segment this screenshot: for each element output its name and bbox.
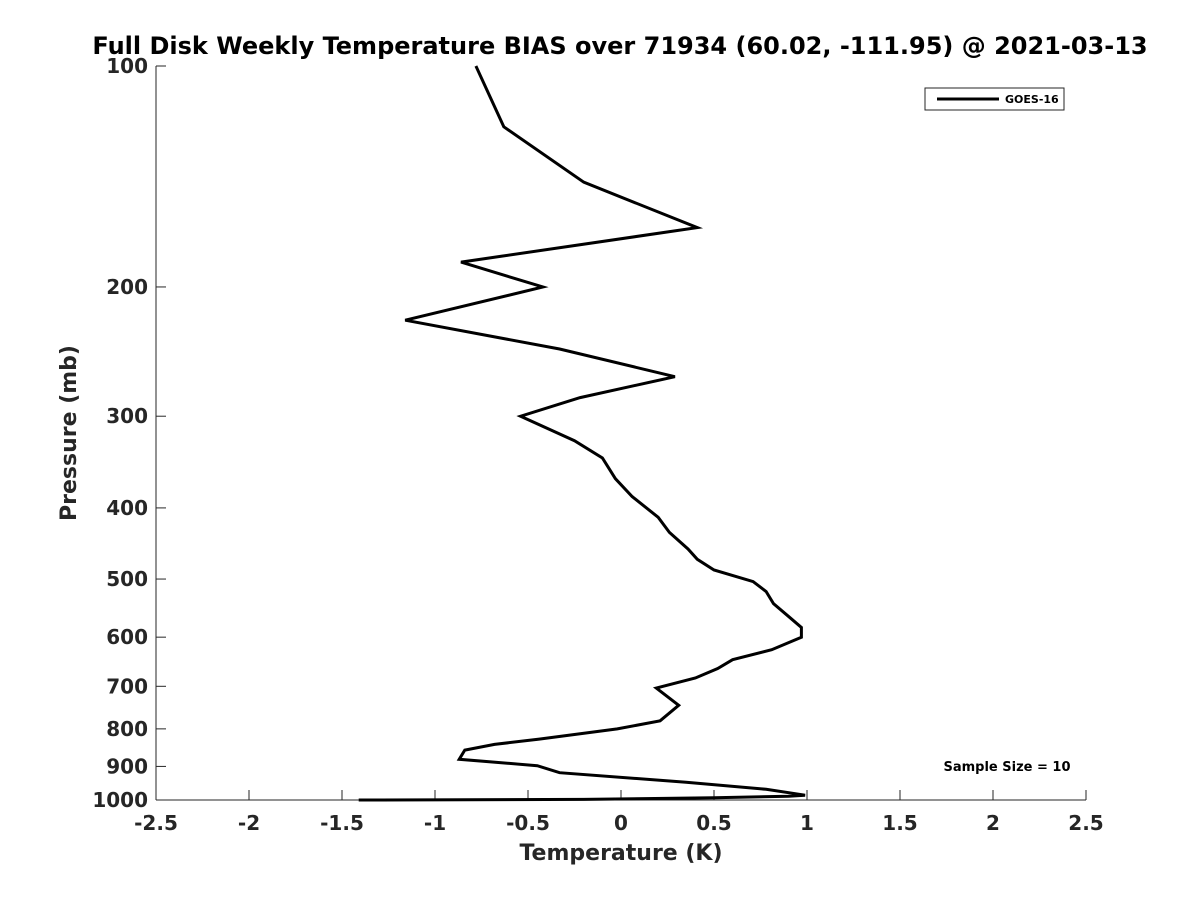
x-tick-label: -1.5 (320, 811, 364, 835)
y-tick-label: 200 (106, 275, 148, 299)
legend: GOES-16 (924, 87, 1065, 111)
legend-entry-label: GOES-16 (1005, 93, 1059, 106)
series-line-goes-16 (358, 65, 806, 802)
y-tick-label: 300 (106, 404, 148, 428)
y-axis-ticks: 100 200 300 400 500 600 700 800 900 1000 (92, 54, 166, 812)
x-tick-label: 1.5 (882, 811, 917, 835)
x-tick-label: 0.5 (696, 811, 731, 835)
x-tick-label: 1 (800, 811, 814, 835)
x-tick-label: 2.5 (1068, 811, 1103, 835)
x-axis-ticks: -2.5 -2 -1.5 -1 -0.5 0 0.5 1 1.5 2 2.5 (134, 790, 1104, 835)
sample-size-annotation: Sample Size = 10 (943, 760, 1070, 775)
x-tick-label: -0.5 (506, 811, 550, 835)
y-tick-label: 900 (106, 754, 148, 778)
y-tick-label: 500 (106, 567, 148, 591)
x-tick-label: -2 (238, 811, 260, 835)
y-tick-label: 400 (106, 496, 148, 520)
x-tick-label: -1 (424, 811, 446, 835)
chart-title: Full Disk Weekly Temperature BIAS over 7… (92, 32, 1147, 60)
y-tick-label: 700 (106, 674, 148, 698)
x-tick-label: 0 (614, 811, 628, 835)
x-tick-label: -2.5 (134, 811, 178, 835)
x-tick-label: 2 (986, 811, 1000, 835)
y-tick-label: 600 (106, 625, 148, 649)
y-tick-label: 1000 (92, 788, 148, 812)
x-axis-label: Temperature (K) (519, 841, 722, 866)
y-tick-label: 800 (106, 717, 148, 741)
y-axis-label: Pressure (mb) (57, 345, 82, 521)
y-tick-label: 100 (106, 54, 148, 78)
